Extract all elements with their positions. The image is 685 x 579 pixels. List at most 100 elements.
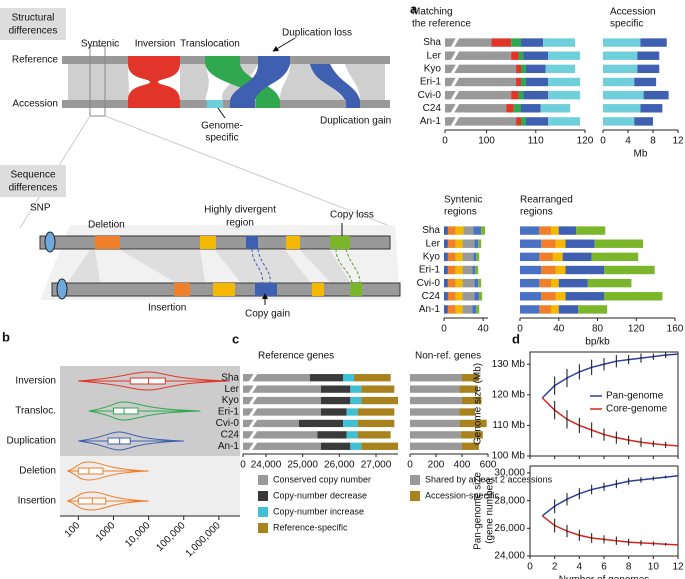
y-tick-label: 28,000: [494, 495, 525, 506]
label: Syntenic: [81, 39, 119, 50]
chart-title: the reference: [412, 19, 471, 30]
bar-segment: [543, 38, 576, 47]
category-label: Inversion: [15, 376, 56, 387]
legend-label: Copy-number increase: [273, 506, 364, 516]
bar-segment: [473, 252, 477, 262]
bar-segment: [634, 117, 653, 126]
label: Genome-: [201, 121, 243, 132]
bar-segment: [243, 374, 310, 382]
bar-segment: [350, 396, 362, 405]
bar-segment: [558, 226, 577, 235]
x-tick-label: 400: [454, 460, 471, 471]
x-tick-label: 110: [528, 136, 544, 147]
bar-segment: [555, 239, 566, 248]
label: Copy gain: [245, 309, 290, 320]
category-label: Cvi-0: [418, 90, 442, 101]
x-tick-label: 0: [527, 562, 533, 573]
bar-segment: [525, 77, 549, 87]
bar-segment: [478, 239, 482, 248]
bar-segment: [462, 396, 482, 405]
label: Insertion: [148, 303, 186, 314]
bar-segment: [491, 38, 512, 47]
legend-swatch: [258, 523, 268, 533]
x-tick-label: 120: [577, 136, 594, 147]
x-tick-label: 12: [672, 562, 684, 573]
bar-segment: [299, 419, 343, 428]
bar-segment: [243, 442, 321, 450]
bar-segment: [562, 252, 592, 262]
x-tick-label: 26,000: [324, 460, 355, 471]
bar-segment: [576, 226, 606, 235]
category-label: An-1: [420, 116, 442, 127]
bar-segment: [637, 64, 660, 74]
x-tick-label: 0: [441, 324, 447, 335]
category-label: C24: [423, 103, 442, 114]
x-tick-label: 12: [672, 136, 684, 147]
bar-segment: [243, 385, 321, 393]
bar-segment: [640, 38, 667, 47]
bar-segment: [243, 396, 321, 405]
x-tick-label: 40: [478, 324, 490, 335]
bar-segment: [444, 252, 448, 262]
bar-segment: [518, 51, 524, 60]
y-tick-label: 120 Mb: [492, 389, 526, 400]
bar-segment: [472, 265, 476, 275]
x-tick-label: 25,000: [287, 460, 318, 471]
bar-segment: [521, 77, 526, 87]
x-tick-label: 8: [650, 136, 656, 147]
bar-segment: [521, 104, 541, 113]
x-tick-label: 6: [601, 562, 607, 573]
bar-segment: [565, 239, 595, 248]
axis-break: [248, 383, 258, 395]
label: Reference: [12, 55, 59, 66]
bar-segment: [551, 278, 559, 288]
bar-segment: [444, 265, 448, 275]
y-axis-label: (gene number): [485, 478, 496, 544]
bar-segment: [476, 252, 480, 262]
label-box: [0, 8, 66, 40]
category-label: Sha: [221, 372, 239, 383]
bar-segment: [474, 278, 479, 288]
axis-break: [248, 418, 258, 429]
legend-swatch: [258, 491, 268, 501]
bar-segment: [472, 305, 477, 314]
bar-segment: [310, 374, 343, 382]
bar-segment: [445, 64, 517, 74]
chart-title: Non-ref. genes: [415, 351, 481, 362]
category-label: Ler: [427, 50, 442, 61]
bar-segment: [447, 239, 456, 248]
bar-segment: [481, 226, 486, 235]
axis-break: [248, 406, 258, 418]
bar-segment: [552, 252, 563, 262]
bar-segment: [539, 278, 551, 288]
x-tick-label: 27,000: [361, 460, 392, 471]
bar-segment: [321, 442, 351, 450]
violin: [78, 431, 184, 451]
bar-segment: [523, 90, 549, 100]
bar-segment: [317, 431, 347, 439]
bar-segment: [525, 117, 549, 126]
y-tick-label: 26,000: [494, 523, 525, 534]
bar-segment: [357, 431, 391, 439]
bar-segment: [548, 117, 581, 126]
bar-segment: [444, 278, 448, 288]
bar-segment: [520, 226, 540, 235]
legend-swatch: [410, 475, 420, 485]
label-box: [0, 165, 66, 197]
x-axis-label: bp/kb: [585, 337, 610, 348]
bar-segment: [479, 292, 483, 301]
bar-segment: [447, 252, 456, 262]
bar-segment: [604, 265, 655, 275]
bar-segment: [551, 226, 559, 235]
legend-label: Accession-specific: [425, 490, 500, 500]
x-tick-label: 24,000: [251, 460, 282, 471]
bar-segment: [603, 38, 641, 47]
axis-break: [450, 102, 460, 115]
bar-segment: [523, 51, 549, 60]
label: Inversion: [135, 39, 176, 50]
bar-segment: [603, 104, 641, 113]
box: [112, 407, 139, 415]
bar-segment: [520, 239, 542, 248]
bar-segment: [462, 239, 475, 248]
